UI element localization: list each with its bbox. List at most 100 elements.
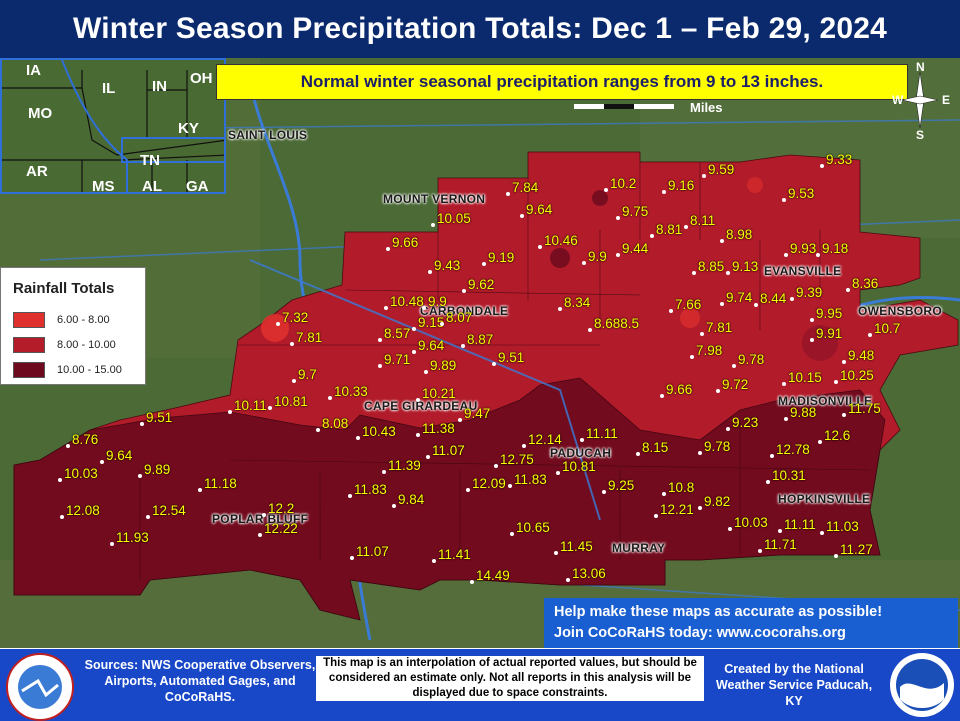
precip-station-dot [588, 328, 592, 332]
precip-value-label: 11.11 [784, 517, 816, 532]
precip-station-dot [582, 261, 586, 265]
precip-value-label: 8.688.5 [594, 316, 640, 331]
precip-station-dot [386, 247, 390, 251]
precip-value-label: 10.81 [562, 459, 596, 474]
legend-swatch-mid [13, 337, 45, 353]
precip-station-dot [758, 549, 762, 553]
precip-station-dot [348, 494, 352, 498]
precip-value-label: 10.48 [390, 294, 424, 309]
precip-station-dot [470, 580, 474, 584]
precip-station-dot [654, 514, 658, 518]
precip-station-dot [440, 322, 444, 326]
precip-station-dot [506, 192, 510, 196]
precip-value-label: 9.13 [732, 259, 759, 274]
precip-value-label: 7.32 [282, 310, 309, 325]
precip-station-dot [558, 307, 562, 311]
precip-value-label: 11.18 [204, 476, 237, 491]
precip-value-label: 12.6 [824, 428, 851, 443]
precip-value-label: 9.19 [488, 250, 515, 265]
precip-value-label: 9.95 [816, 306, 843, 321]
precip-station-dot [636, 452, 640, 456]
precip-station-dot [726, 271, 730, 275]
precip-value-label: 9.71 [384, 352, 411, 367]
precip-value-label: 11.41 [438, 547, 471, 562]
legend-label-low: 6.00 - 8.00 [57, 314, 110, 326]
precip-station-dot [431, 223, 435, 227]
state-label-ky: KY [178, 120, 199, 137]
precip-value-label: 9.39 [796, 285, 823, 300]
precip-value-label: 10.46 [544, 233, 578, 248]
precip-value-label: 9.74 [726, 290, 753, 305]
precip-station-dot [820, 531, 824, 535]
precip-station-dot [782, 382, 786, 386]
precip-value-label: 11.11 [586, 426, 618, 441]
precip-station-dot [650, 234, 654, 238]
state-label-mo: MO [28, 105, 53, 122]
precip-value-label: 9.72 [722, 377, 749, 392]
precip-station-dot [198, 488, 202, 492]
precip-station-dot [616, 216, 620, 220]
precip-station-dot [790, 297, 794, 301]
precip-value-label: 10.31 [772, 468, 806, 483]
footer-disclaimer: This map is an interpolation of actual r… [316, 656, 704, 701]
precip-value-label: 11.39 [388, 458, 421, 473]
precip-value-label: 12.75 [500, 452, 534, 467]
legend-swatch-low [13, 312, 45, 328]
precip-station-dot [378, 364, 382, 368]
precip-station-dot [662, 190, 666, 194]
precip-value-label: 12.21 [660, 502, 694, 517]
precip-value-label: 11.38 [422, 421, 455, 436]
precip-value-label: 9.33 [826, 152, 853, 167]
precip-station-dot [766, 480, 770, 484]
legend-item-high: 10.00 - 15.00 [13, 362, 122, 378]
legend-label-mid: 8.00 - 10.00 [57, 339, 116, 351]
city-label-carbondale: CARBONDALE [420, 304, 509, 318]
legend-label-high: 10.00 - 15.00 [57, 364, 122, 376]
city-label-saint-louis: SAINT LOUIS [228, 128, 308, 142]
legend-item-low: 6.00 - 8.00 [13, 312, 110, 328]
precip-station-dot [770, 454, 774, 458]
precip-value-label: 9.47 [464, 406, 491, 421]
state-label-ia: IA [26, 62, 41, 79]
precip-value-label: 7.84 [512, 180, 539, 195]
precip-station-dot [462, 289, 466, 293]
precip-station-dot [554, 551, 558, 555]
precip-value-label: 9.64 [418, 338, 445, 353]
precip-value-label: 9.18 [822, 241, 849, 256]
precip-value-label: 11.75 [848, 401, 881, 416]
precip-value-label: 12.08 [66, 503, 100, 518]
precip-station-dot [110, 542, 114, 546]
precip-value-label: 10.25 [840, 368, 874, 383]
precip-station-dot [732, 364, 736, 368]
precip-value-label: 11.07 [356, 544, 389, 559]
precip-station-dot [834, 380, 838, 384]
precip-station-dot [810, 338, 814, 342]
precip-station-dot [258, 533, 262, 537]
precip-value-label: 10.05 [437, 211, 471, 226]
precip-value-label: 13.06 [572, 566, 606, 581]
precip-value-label: 8.76 [72, 432, 99, 447]
precip-station-dot [728, 527, 732, 531]
precip-value-label: 8.81 [656, 222, 683, 237]
precip-value-label: 8.15 [642, 440, 669, 455]
precip-value-label: 9.16 [668, 178, 695, 193]
scale-bar [574, 104, 674, 109]
precip-station-dot [702, 174, 706, 178]
precip-station-dot [412, 350, 416, 354]
precip-value-label: 11.07 [432, 443, 465, 458]
precip-value-label: 8.44 [760, 291, 787, 306]
precip-station-dot [268, 406, 272, 410]
precip-station-dot [292, 379, 296, 383]
precip-station-dot [146, 515, 150, 519]
precip-value-label: 10.43 [362, 424, 396, 439]
precip-station-dot [778, 529, 782, 533]
precip-station-dot [698, 451, 702, 455]
precip-station-dot [416, 398, 420, 402]
precip-value-label: 10.65 [516, 520, 550, 535]
precip-station-dot [692, 271, 696, 275]
precip-value-label: 8.98 [726, 227, 753, 242]
precip-station-dot [328, 396, 332, 400]
city-label-evansville: EVANSVILLE [764, 264, 842, 278]
city-label-murray: MURRAY [612, 541, 666, 555]
precip-value-label: 9.53 [788, 186, 815, 201]
